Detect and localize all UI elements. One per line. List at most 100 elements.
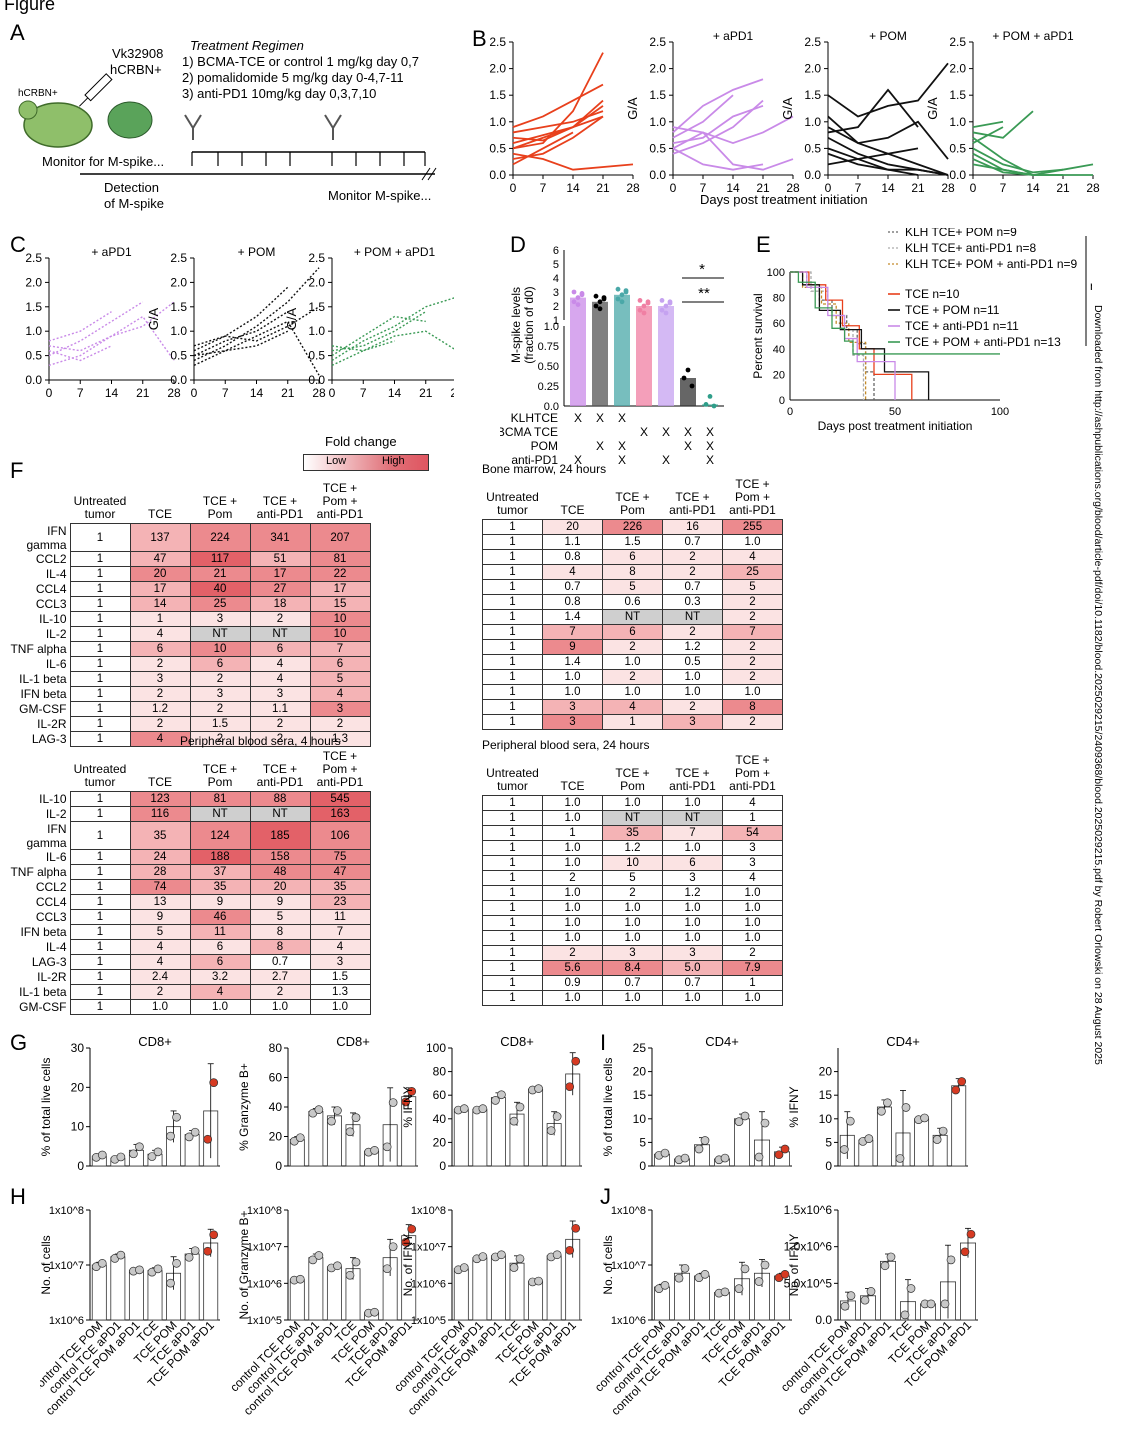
x-tick-label: 0 — [787, 406, 793, 418]
heatmap-row-label: CCL3 — [35, 597, 67, 611]
heatmap-cell: 1 — [69, 731, 131, 747]
y-tick-label: 1.0 — [308, 324, 325, 338]
heatmap-row-label: GM-CSF — [19, 1000, 67, 1014]
fold-change-legend: Low High — [303, 454, 429, 471]
treatment-mark: X — [618, 439, 626, 453]
heatmap-pb-4h: Peripheral blood sera, 4 hours Untreated … — [10, 734, 371, 1015]
chart-C1: 0.0 0.5 1.0 1.5 2.0 2.5 0 7 14 21 28 G/A KLH TCE+ aP… — [14, 244, 181, 400]
heatmap-cell: 6 — [189, 939, 251, 955]
heatmap-cell: 1.0 — [542, 900, 603, 916]
x-tick-label: 7 — [540, 181, 547, 195]
y-tick-label: 5.0x10^5 — [784, 1276, 833, 1290]
data-point — [593, 303, 599, 309]
chart-title-2: + aPD1 — [713, 29, 754, 43]
heatmap-cell: 226 — [602, 519, 663, 535]
heatmap-cell: 106 — [309, 821, 371, 850]
heatmap-cell: 1.0 — [602, 930, 663, 946]
data-point — [209, 1230, 219, 1240]
heatmap-col-header: Untreated tumor — [486, 766, 539, 793]
y-tick-label: 2.5 — [170, 251, 187, 265]
data-point — [860, 1295, 870, 1305]
heatmap-col-header: TCE + Pom — [202, 762, 238, 789]
series-line-1 — [48, 301, 175, 352]
heatmap-cell: 1.0 — [189, 999, 251, 1015]
y-tick-label: 40 — [433, 1112, 447, 1126]
heatmap-cell: 9 — [129, 909, 191, 925]
heatmap-cell: 4 — [722, 795, 783, 811]
heatmap-cell: 47 — [309, 864, 371, 880]
treatment-mark: X — [662, 453, 670, 465]
data-point — [552, 1250, 562, 1260]
heatmap-cell: 2 — [189, 671, 251, 687]
survival-curve-4 — [790, 271, 930, 400]
y-tick-label: 2 — [553, 301, 559, 313]
fold-low: Low — [326, 455, 347, 467]
bar-1 — [592, 301, 608, 406]
heatmap-row: 1 1.0 2 1.0 2 — [482, 669, 783, 685]
chart-title-2: + POM — [869, 29, 907, 43]
chart-title: BCMA TCE — [857, 28, 918, 29]
x-tick-label: 28 — [167, 386, 181, 400]
heatmap-cell: 5.6 — [542, 960, 603, 976]
heatmap-cell: 117 — [189, 551, 251, 567]
heatmap-row-label: IL-1 beta — [19, 672, 67, 686]
heatmap-cell: 74 — [129, 879, 191, 895]
bar-2 — [326, 1266, 342, 1321]
survival-curve-3 — [790, 271, 913, 400]
heatmap-cell: 5 — [249, 909, 311, 925]
heatmap-cell: 88 — [249, 791, 311, 807]
heatmap-cell: 3 — [662, 870, 723, 886]
chart-C3: 0.0 0.5 1.0 1.5 2.0 2.5 0 7 14 21 28 G/A KLH TCE+ PO… — [284, 244, 454, 400]
y-axis-label: % IFNΥ — [401, 1086, 415, 1127]
heatmap-cell: 18 — [249, 596, 311, 612]
y-tick-label: 20 — [433, 1135, 447, 1149]
y-tick-label: 1x10^6 — [411, 1278, 446, 1290]
y-tick-label: 20 — [633, 1065, 647, 1079]
heatmap-cell: 3 — [542, 699, 603, 715]
y-tick-label: 10 — [71, 1120, 85, 1134]
heatmap-row: 1 1.0 10 6 3 — [482, 855, 783, 871]
data-point — [314, 1251, 324, 1260]
heatmap-col-header: TCE + Pom + anti-PD1 — [729, 477, 776, 517]
treatment-row-label: KLHTCE — [511, 411, 558, 425]
heatmap-cell: 1.2 — [129, 701, 191, 717]
heatmap-row: GM-CSF 1 1.0 1.0 1.0 1.0 — [10, 999, 371, 1015]
x-tick-label: 21 — [1056, 181, 1070, 195]
heatmap-cell: 6 — [309, 656, 371, 672]
heatmap-cell: 9 — [542, 639, 603, 655]
heatmap-row: CCL3 1 9 46 5 11 — [10, 909, 371, 925]
chart-title: CD4+ — [886, 1036, 920, 1049]
y-tick-label: 0.75 — [538, 341, 559, 353]
strain-label-2: hCRBN+ — [110, 62, 162, 77]
series-line-5 — [512, 99, 604, 142]
y-tick-label: 40 — [269, 1100, 283, 1114]
data-point — [926, 1299, 936, 1309]
syringe-icon — [78, 73, 113, 107]
heatmap-cell: 1.0 — [542, 840, 603, 856]
y-axis-label: G/A — [284, 307, 299, 330]
data-point — [840, 1301, 850, 1311]
heatmap-cell: 1.0 — [309, 999, 371, 1015]
data-point — [459, 1104, 469, 1114]
y-tick-label: 0.5 — [949, 141, 966, 155]
heatmap-cell: 1.0 — [662, 990, 723, 1006]
heatmap-row-label: CCL2 — [35, 552, 67, 566]
heatmap-cell: 1 — [482, 699, 543, 715]
data-point — [534, 1084, 543, 1093]
heatmap-row-label: IL-6 — [45, 850, 67, 864]
series-line-0 — [827, 62, 949, 118]
heatmap-cell: 0.5 — [662, 654, 723, 670]
y-tick-label: 1.0 — [544, 321, 559, 333]
heatmap-cell: 46 — [189, 909, 251, 925]
heatmap-cell: NT — [602, 609, 663, 625]
heatmap-cell: 6 — [662, 855, 723, 871]
heatmap-row-label: IL-1 beta — [19, 985, 67, 999]
series-line-5 — [972, 137, 1034, 176]
y-tick-label: 5 — [553, 259, 559, 271]
y-tick-label: 0.5 — [25, 349, 42, 363]
data-point — [593, 293, 599, 299]
series-line-2 — [331, 315, 426, 357]
heatmap-cell: 2 — [249, 611, 311, 627]
heatmap-row: IL-2 1 4 NT NT 10 — [10, 626, 371, 642]
